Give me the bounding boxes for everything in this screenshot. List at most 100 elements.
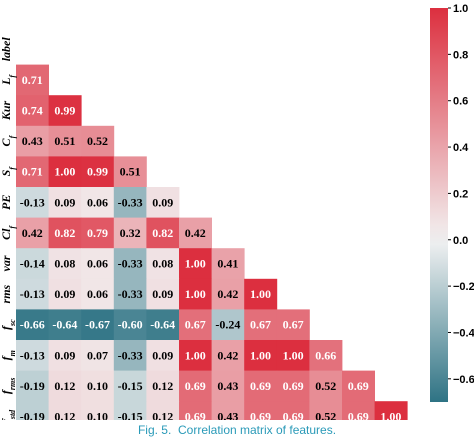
caption-text: Correlation matrix of features.	[177, 423, 337, 437]
row-label-Cl_f: Clf	[0, 225, 17, 240]
cell-value-f_m-Cl_f: 0.42	[217, 348, 238, 362]
colorbar-gradient	[430, 8, 448, 402]
cell-value-f_std-Cl_f: 0.43	[217, 410, 238, 421]
cell-value-f_m-L_f: 0.09	[54, 348, 75, 362]
heatmap-cell-S_f-L_f	[48, 156, 82, 188]
heatmap-cell-C_f-L_f	[48, 125, 82, 157]
cell-value-Kur-L_f: 0.99	[54, 104, 75, 118]
heatmap-cell-f_std-Kur	[81, 401, 115, 420]
row-label-L_f: Lf	[0, 74, 17, 86]
cell-value-f_sc-label: -0.66	[20, 318, 45, 332]
cell-value-PE-label: -0.13	[20, 195, 45, 209]
heatmap-cell-f_sc-PE	[179, 309, 212, 341]
heatmap-cell-f_rms-S_f	[146, 370, 180, 402]
heatmap-cell-var-label	[16, 248, 49, 280]
cell-value-Cl_f-PE: 0.42	[185, 226, 206, 240]
cell-value-f_std-var: 0.69	[250, 410, 271, 421]
heatmap-cell-rms-label	[16, 278, 49, 310]
cell-value-rms-C_f: -0.33	[118, 287, 143, 301]
cell-value-f_std-f_m: 0.69	[348, 410, 369, 421]
heatmap-cell-Cl_f-label	[16, 217, 49, 249]
cell-value-f_m-rms: 1.00	[283, 348, 304, 362]
cell-value-f_m-Kur: 0.07	[87, 348, 108, 362]
row-label-f_m: fm	[0, 350, 17, 360]
heatmap-cell-f_std-var	[244, 401, 278, 420]
row-label-PE: PE	[0, 195, 13, 210]
cell-value-PE-C_f: -0.33	[118, 195, 143, 209]
cell-value-Cl_f-label: 0.42	[22, 226, 43, 240]
cell-value-f_m-PE: 1.00	[185, 348, 206, 362]
cell-value-Cl_f-S_f: 0.82	[152, 226, 173, 240]
heatmap-cell-f_sc-var	[244, 309, 278, 341]
heatmap-cell-f_std-Cl_f	[211, 401, 245, 420]
cell-value-S_f-C_f: 0.51	[120, 165, 141, 179]
cell-value-f_std-S_f: 0.12	[152, 410, 173, 421]
heatmap-cell-L_f-label	[16, 64, 49, 96]
heatmap-cell-PE-label	[16, 187, 49, 218]
heatmap-cell-rms-C_f	[113, 278, 147, 310]
heatmap-cell-f_rms-f_sc	[309, 370, 343, 402]
heatmap-cell-f_std-PE	[179, 401, 212, 420]
colorbar-tick-label: 0.8	[453, 49, 468, 61]
heatmap-cell-S_f-Kur	[81, 156, 115, 188]
heatmap-cell-f_m-C_f	[113, 340, 147, 371]
colorbar-tick-label: −0.6	[453, 374, 474, 386]
cell-value-f_rms-L_f: 0.12	[54, 379, 75, 393]
heatmap-cell-f_std-S_f	[146, 401, 180, 420]
heatmap-cell-f_sc-S_f	[146, 309, 180, 341]
cell-value-f_rms-f_sc: 0.52	[315, 379, 336, 393]
cell-value-f_sc-PE: 0.67	[185, 318, 206, 332]
cell-value-PE-L_f: 0.09	[54, 195, 75, 209]
heatmap-cell-Kur-L_f	[48, 95, 82, 127]
heatmap-cell-f_sc-label	[16, 309, 49, 341]
heatmap-cell-f_rms-label	[16, 370, 49, 402]
colorbar: 1.0 0.8 0.6 0.4 0.2 0.0 −0.2 −0.4 −0.6	[430, 3, 474, 402]
heatmap-cell-f_std-label	[16, 401, 49, 420]
heatmap-cell-Cl_f-C_f	[113, 217, 147, 249]
cell-value-f_rms-f_m: 0.69	[348, 379, 369, 393]
cell-value-C_f-L_f: 0.51	[54, 134, 75, 148]
cell-value-Kur-label: 0.74	[22, 104, 43, 118]
cell-value-rms-label: -0.13	[20, 287, 45, 301]
cell-value-f_m-f_sc: 0.66	[315, 348, 336, 362]
heatmap-cell-Cl_f-PE	[179, 217, 212, 249]
heatmap-cell-S_f-C_f	[113, 156, 147, 188]
cell-value-f_rms-C_f: -0.15	[118, 379, 143, 393]
cell-value-rms-Kur: 0.06	[87, 287, 108, 301]
heatmap-cell-Cl_f-Kur	[81, 217, 115, 249]
row-label-f_rms: frms	[0, 378, 17, 394]
cell-value-f_m-var: 1.00	[250, 348, 271, 362]
heatmap-cell-f_sc-L_f	[48, 309, 82, 341]
colorbar-ticks: 1.0 0.8 0.6 0.4 0.2 0.0 −0.2 −0.4 −0.6	[448, 3, 474, 386]
cell-value-f_rms-Kur: 0.10	[87, 379, 108, 393]
heatmap-cell-PE-Kur	[81, 187, 115, 218]
cell-value-f_m-C_f: -0.33	[118, 348, 143, 362]
cell-value-var-L_f: 0.08	[54, 257, 75, 271]
cell-value-C_f-Kur: 0.52	[87, 134, 108, 148]
heatmap-cell-var-L_f	[48, 248, 82, 280]
heatmap-cell-f_std-C_f	[113, 401, 147, 420]
colorbar-tick-label: −0.4	[453, 327, 474, 339]
heatmap-cell-var-S_f	[146, 248, 180, 280]
row-labels: label Lf Kur Cf Sf PE Clf var rms fsc fm frms fstd	[0, 37, 17, 420]
heatmap-cell-PE-C_f	[113, 187, 147, 218]
cell-value-f_std-rms: 0.69	[283, 410, 304, 421]
heatmap-cell-Cl_f-L_f	[48, 217, 82, 249]
heatmap-cell-var-C_f	[113, 248, 147, 280]
heatmap-cell-C_f-Kur	[81, 125, 115, 157]
cell-value-var-label: -0.14	[20, 257, 45, 271]
heatmap-cell-f_m-Kur	[81, 340, 115, 371]
cell-value-f_rms-rms: 0.69	[283, 379, 304, 393]
cell-value-f_rms-Cl_f: 0.43	[217, 379, 238, 393]
heatmap-cell-f_std-f_sc	[309, 401, 343, 420]
cell-value-C_f-label: 0.43	[22, 134, 43, 148]
heatmap-cell-f_rms-rms	[276, 370, 310, 402]
figure-caption: Fig. 5. Correlation matrix of features.	[0, 420, 474, 440]
heatmap-cell-Cl_f-S_f	[146, 217, 180, 249]
heatmap-cell-f_rms-C_f	[113, 370, 147, 402]
caption-figure-number: Fig. 5.	[137, 423, 172, 437]
heatmap-cell-f_m-var	[244, 340, 278, 371]
cell-value-f_std-C_f: -0.15	[118, 410, 143, 421]
heatmap-cell-f_rms-L_f	[48, 370, 82, 402]
heatmap-cell-f_sc-Kur	[81, 309, 115, 341]
